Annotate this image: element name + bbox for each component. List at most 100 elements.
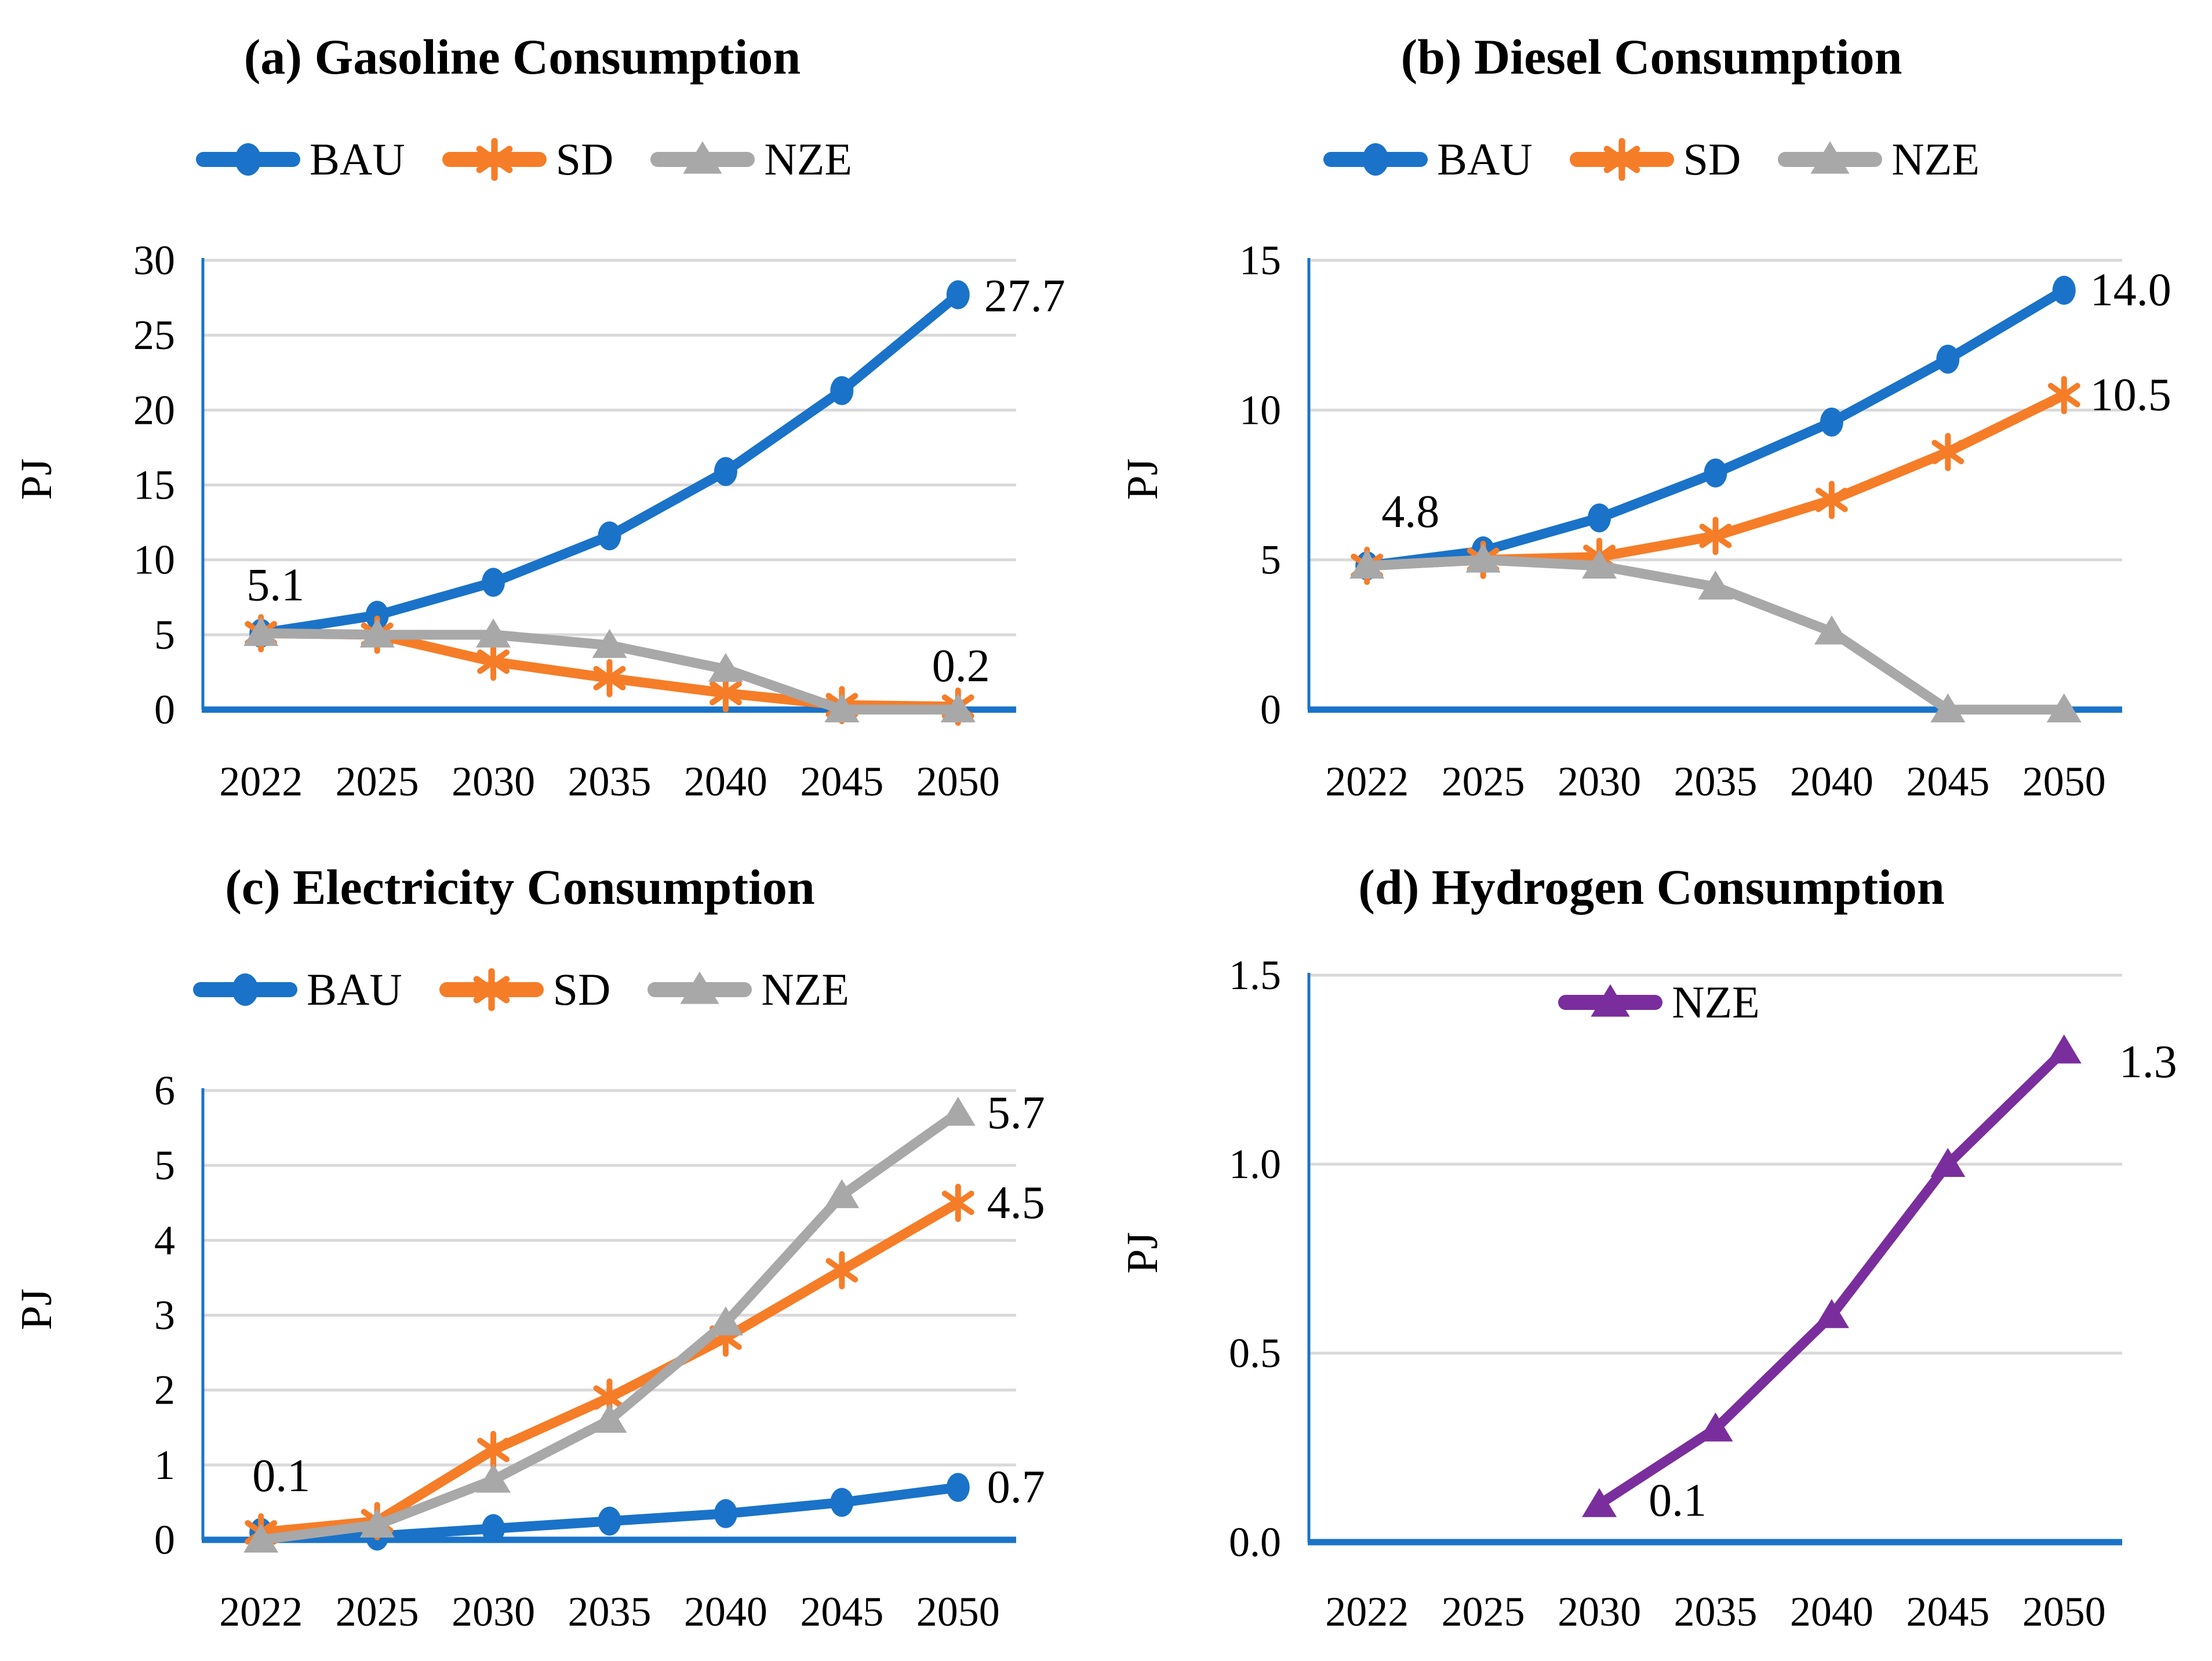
circle-marker — [598, 521, 621, 551]
triangle-marker — [1930, 1148, 1966, 1177]
circle-marker — [598, 1506, 621, 1536]
legend-label-sd: SD — [555, 134, 614, 184]
x-tick-label: 2040 — [1790, 1589, 1873, 1635]
series-line-sd — [256, 1198, 963, 1538]
chart-panel-electricity: (c) Electricity Consumption BAU SD NZE 0 1 2… — [0, 830, 1106, 1660]
legend-gasoline: BAU SD NZE — [0, 133, 1077, 186]
y-tick-label: 1 — [154, 1442, 175, 1488]
circle-marker — [1362, 143, 1389, 176]
star-marker — [1931, 432, 1964, 471]
y-tick-label: 0 — [154, 686, 175, 733]
y-tick-label: 0.5 — [1229, 1330, 1281, 1376]
chart-panel-diesel: (b) Diesel Consumption BAU SD NZE 0 5 10 15 PJ… — [1106, 0, 2212, 830]
chart-title-gasoline: (a) Gasoline Consumption — [243, 29, 801, 85]
chart-canvas-electricity: 0 1 2 3 4 5 6 PJ 2022 2025 2030 2035 2040 2045 2050 0.1… — [12, 1067, 1045, 1635]
x-tick-label: 2035 — [568, 758, 652, 805]
triangle-marker — [359, 618, 395, 648]
series-line-nze — [1594, 1045, 2069, 1510]
circle-marker — [946, 1473, 970, 1502]
data-label: 5.1 — [246, 560, 304, 611]
series-line-nze — [256, 1108, 963, 1545]
y-tick-label: 30 — [133, 237, 175, 284]
data-label: 27.7 — [984, 271, 1065, 322]
nze-legend-marker-icon — [650, 141, 755, 174]
y-tick-label: 3 — [154, 1292, 175, 1339]
x-tick-label: 2022 — [219, 1589, 303, 1635]
x-tick-label: 2025 — [1442, 1589, 1525, 1635]
data-label: 0.7 — [987, 1462, 1045, 1513]
data-label: 4.8 — [1381, 486, 1439, 537]
legend-item-bau: BAU — [192, 962, 402, 1017]
y-tick-label: 1.0 — [1229, 1141, 1281, 1187]
legend-diesel: BAU SD NZE — [1098, 133, 2204, 186]
y-tick-label: 0.0 — [1229, 1519, 1281, 1565]
x-tick-label: 2050 — [2022, 758, 2106, 805]
nze-legend-marker-icon — [1558, 984, 1663, 1017]
star-marker — [476, 138, 512, 181]
legend-label-nze: NZE — [764, 134, 853, 184]
triangle-marker — [1591, 984, 1630, 1017]
triangle-marker — [824, 693, 860, 722]
data-label: 0.1 — [1649, 1475, 1707, 1526]
circle-marker — [946, 280, 970, 310]
x-tick-label: 2035 — [1674, 758, 1758, 805]
triangle-marker — [1582, 550, 1617, 579]
legend-label-nze: NZE — [1891, 134, 1980, 184]
legend-label-nze: NZE — [1672, 977, 1760, 1027]
star-marker — [473, 968, 510, 1011]
y-tick-label: 5 — [154, 612, 175, 658]
triangle-marker — [1582, 1488, 1617, 1517]
triangle-marker — [2046, 693, 2082, 722]
legend-electricity: BAU SD NZE — [0, 964, 1074, 1016]
legend-item-nze: NZE — [1558, 975, 1760, 1030]
bau-legend-marker-icon — [192, 973, 297, 1006]
x-tick-label: 2045 — [1906, 758, 1989, 805]
y-tick-label: 5 — [1260, 537, 1281, 583]
triangle-marker — [1349, 550, 1385, 579]
circle-marker — [1820, 408, 1843, 437]
chart-canvas-hydrogen: 0.0 0.5 1.0 1.5 PJ 2022 2025 2030 2035 2040 2045 20… — [1118, 952, 2177, 1635]
x-tick-label: 2045 — [800, 1589, 883, 1635]
data-label: 0.2 — [932, 641, 990, 692]
chart-title-electricity: (c) Electricity Consumption — [225, 859, 815, 915]
y-tick-label: 25 — [133, 312, 175, 358]
x-tick-label: 2040 — [684, 1589, 767, 1635]
y-tick-label: 10 — [1239, 387, 1281, 433]
triangle-marker — [1698, 570, 1733, 600]
sd-legend-marker-icon — [1569, 138, 1674, 181]
triangle-marker — [1810, 141, 1850, 174]
circle-marker — [482, 1514, 505, 1543]
triangle-marker — [476, 1463, 511, 1493]
y-axis-title: PJ — [1118, 1232, 1167, 1274]
x-tick-label: 2040 — [1790, 758, 1873, 805]
series-line-bau — [256, 289, 963, 638]
triangle-marker — [708, 653, 743, 682]
chart-canvas-diesel: 0 5 10 15 PJ 2022 2025 2030 2035 2040 2045 2050 4.8 1… — [1118, 237, 2171, 805]
y-tick-label: 20 — [133, 387, 175, 433]
triangle-marker — [359, 1509, 395, 1538]
data-label: 5.7 — [987, 1088, 1045, 1139]
data-label: 1.3 — [2119, 1037, 2177, 1088]
triangle-marker — [592, 628, 627, 658]
data-label: 10.5 — [2090, 370, 2171, 421]
legend-item-sd: SD — [439, 962, 611, 1017]
triangle-marker — [1698, 1412, 1733, 1442]
y-tick-label: 15 — [133, 462, 175, 508]
legend-item-bau: BAU — [1323, 132, 1533, 187]
circle-marker — [365, 601, 389, 630]
triangle-marker — [1930, 693, 1966, 722]
x-tick-label: 2050 — [916, 758, 1000, 805]
sd-legend-marker-icon — [442, 138, 547, 181]
triangle-marker — [1465, 543, 1501, 573]
circle-marker — [714, 1499, 737, 1528]
legend-label-sd: SD — [552, 964, 611, 1015]
x-tick-label: 2030 — [452, 758, 535, 805]
x-tick-label: 2025 — [336, 1589, 419, 1635]
legend-label-bau: BAU — [309, 134, 405, 184]
triangle-marker — [940, 693, 976, 722]
star-marker — [941, 1183, 974, 1222]
circle-marker — [235, 143, 261, 176]
legend-item-nze: NZE — [650, 132, 852, 187]
y-tick-label: 5 — [154, 1142, 175, 1188]
